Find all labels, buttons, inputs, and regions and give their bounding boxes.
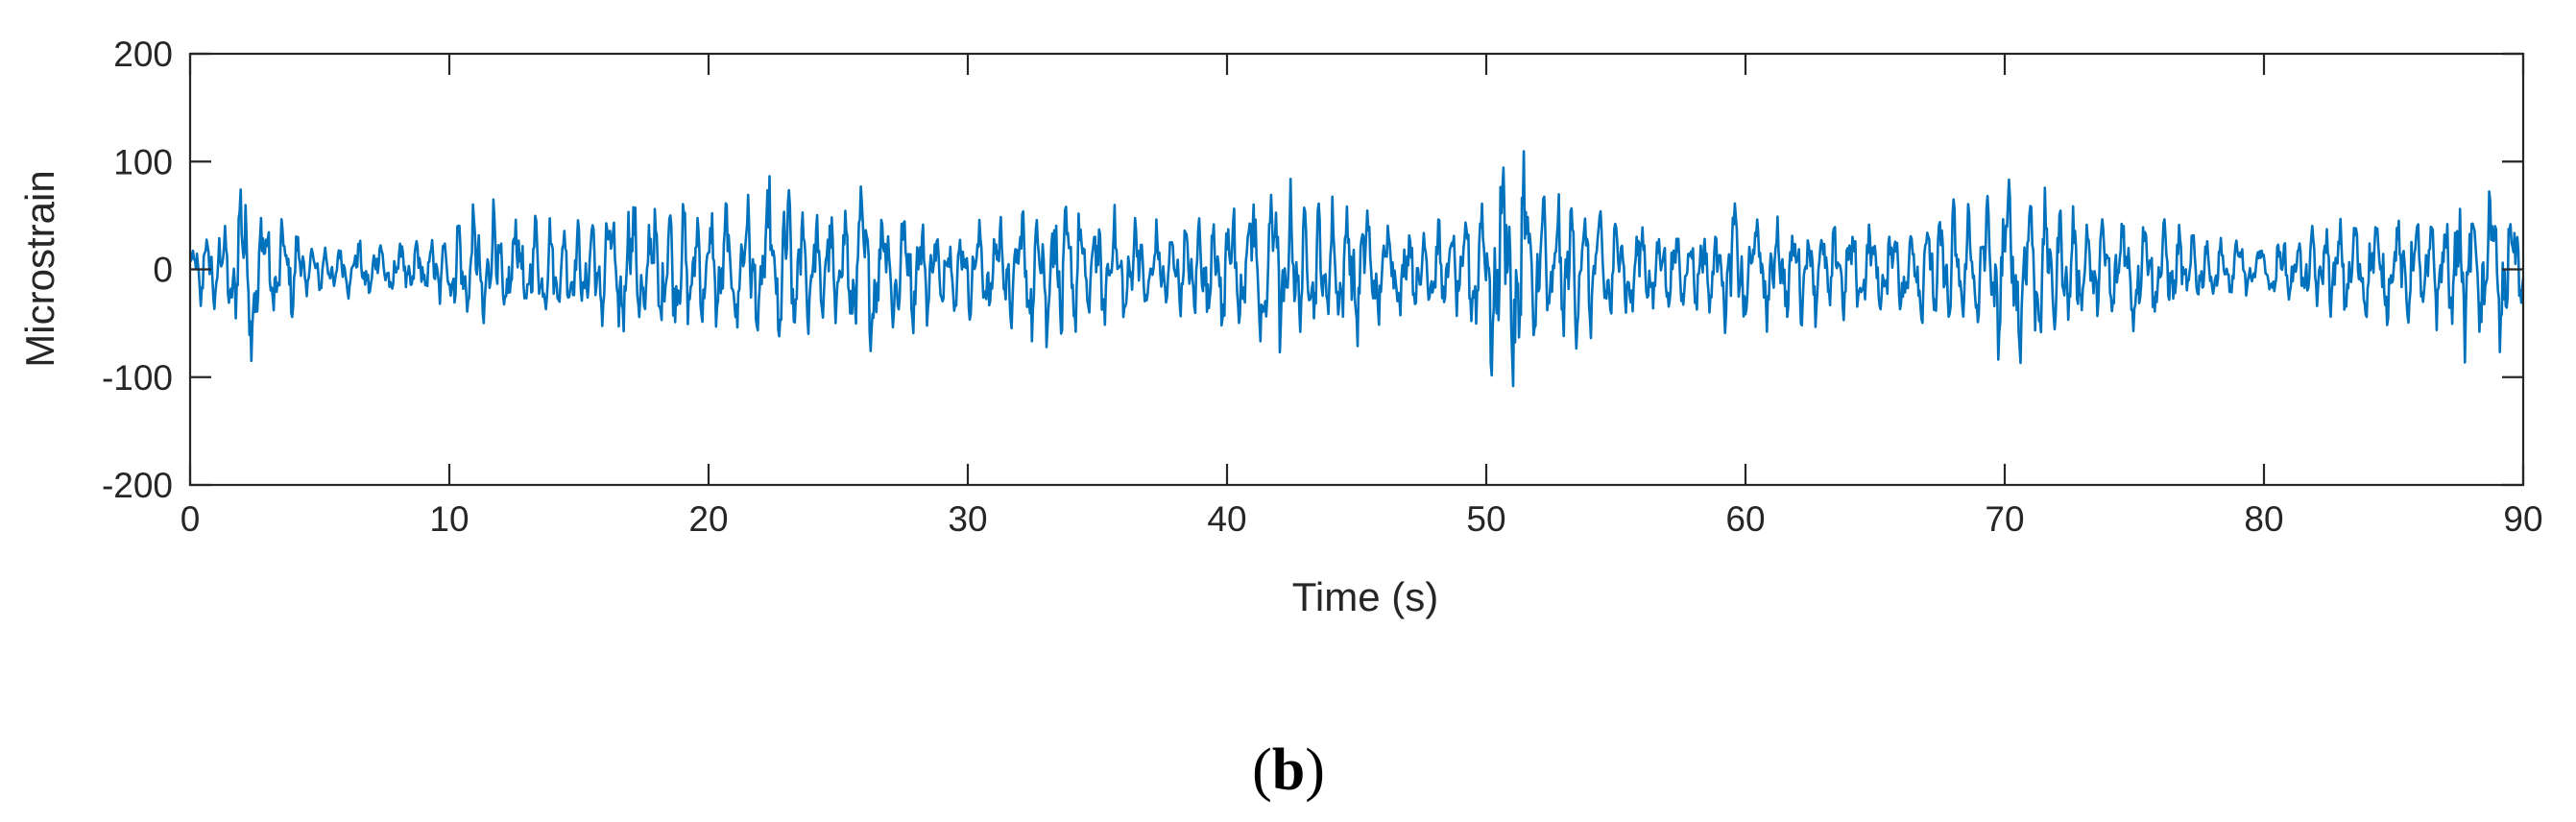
y-tick-label: 200 [113, 35, 173, 74]
panel-label: (b) [1252, 737, 1325, 803]
x-tick-label: 90 [2503, 499, 2542, 539]
panel-label-letter: b [1272, 737, 1305, 803]
panel-label-open-paren: ( [1252, 737, 1272, 803]
plot-area [189, 150, 2525, 388]
x-tick-label: 80 [2244, 499, 2283, 539]
panel-label-close-paren: ) [1305, 737, 1325, 803]
x-tick-label: 60 [1725, 499, 1765, 539]
y-tick-label: 0 [153, 251, 173, 290]
y-tick-label: 100 [113, 142, 173, 181]
x-tick-label: 70 [1985, 499, 2024, 539]
y-tick-label: -200 [102, 466, 173, 505]
x-tick-label: 40 [1207, 499, 1246, 539]
x-tick-label: 20 [688, 499, 728, 539]
x-axis-label: Time (s) [1292, 574, 1438, 619]
axes [188, 52, 2525, 487]
y-axis-label: Microstrain [17, 170, 62, 367]
x-tick-label: 10 [429, 499, 469, 539]
x-tick-label: 0 [181, 499, 201, 539]
x-tick-label: 50 [1466, 499, 1505, 539]
tick-labels: 0 10 20 30 40 50 60 70 80 90 -200 -100 0 100 200 [102, 35, 2543, 539]
y-tick-label: -100 [102, 358, 173, 398]
x-tick-label: 30 [948, 499, 987, 539]
axes-box [188, 52, 2525, 487]
series-line [189, 150, 2525, 388]
